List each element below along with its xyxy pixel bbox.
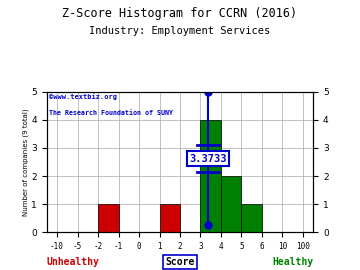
Text: Industry: Employment Services: Industry: Employment Services	[89, 26, 271, 36]
Bar	[201, 120, 221, 232]
Text: Unhealthy: Unhealthy	[47, 257, 100, 267]
Y-axis label: Number of companies (9 total): Number of companies (9 total)	[22, 108, 28, 216]
Bar	[159, 204, 180, 232]
Bar	[98, 204, 118, 232]
Text: The Research Foundation of SUNY: The Research Foundation of SUNY	[49, 110, 174, 116]
Text: ©www.textbiz.org: ©www.textbiz.org	[49, 93, 117, 100]
Text: Healthy: Healthy	[272, 257, 313, 267]
Text: 3.3733: 3.3733	[189, 154, 227, 164]
Bar	[221, 176, 242, 232]
Bar	[242, 204, 262, 232]
Text: Score: Score	[165, 257, 195, 267]
Text: Z-Score Histogram for CCRN (2016): Z-Score Histogram for CCRN (2016)	[62, 7, 298, 20]
